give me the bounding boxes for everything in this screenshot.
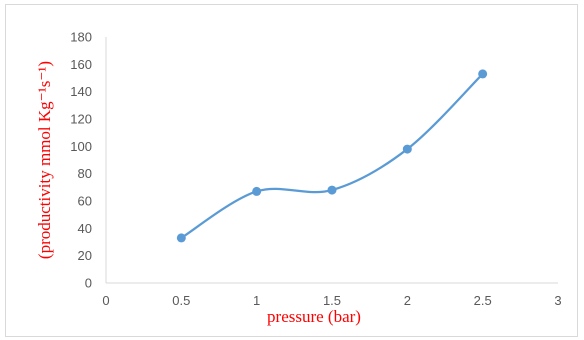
x-tick-labels: 0 0.5 1 1.5 2 2.5 3	[102, 293, 561, 308]
data-point	[176, 233, 186, 243]
y-tick-label: 80	[78, 166, 92, 181]
y-tick-label: 140	[70, 84, 92, 99]
y-tick-label: 60	[78, 194, 92, 209]
data-point	[478, 69, 488, 79]
chart-frame	[5, 4, 578, 337]
y-axis-title: (productivity mmol Kg⁻¹s⁻¹)	[35, 61, 54, 259]
y-tick-label: 180	[70, 30, 92, 45]
y-tick-label: 0	[85, 276, 92, 291]
data-point	[402, 144, 412, 154]
x-axis-title: pressure (bar)	[267, 307, 361, 326]
y-tick-label: 20	[78, 248, 92, 263]
x-tick-label: 0.5	[172, 293, 190, 308]
x-tick-label: 1.5	[323, 293, 341, 308]
data-point	[327, 185, 337, 195]
y-tick-label: 40	[78, 221, 92, 236]
y-tick-label: 160	[70, 57, 92, 72]
x-tick-label: 1	[253, 293, 260, 308]
x-tick-label: 3	[554, 293, 561, 308]
y-tick-label: 100	[70, 139, 92, 154]
y-tick-label: 120	[70, 112, 92, 127]
x-tick-label: 2.5	[474, 293, 492, 308]
x-tick-label: 2	[404, 293, 411, 308]
data-point	[252, 186, 262, 196]
x-tick-label: 0	[102, 293, 109, 308]
series-line	[180, 72, 484, 240]
y-tick-labels: 0 20 40 60 80 100 120 140 160 180	[70, 30, 92, 291]
data-points	[176, 69, 488, 243]
